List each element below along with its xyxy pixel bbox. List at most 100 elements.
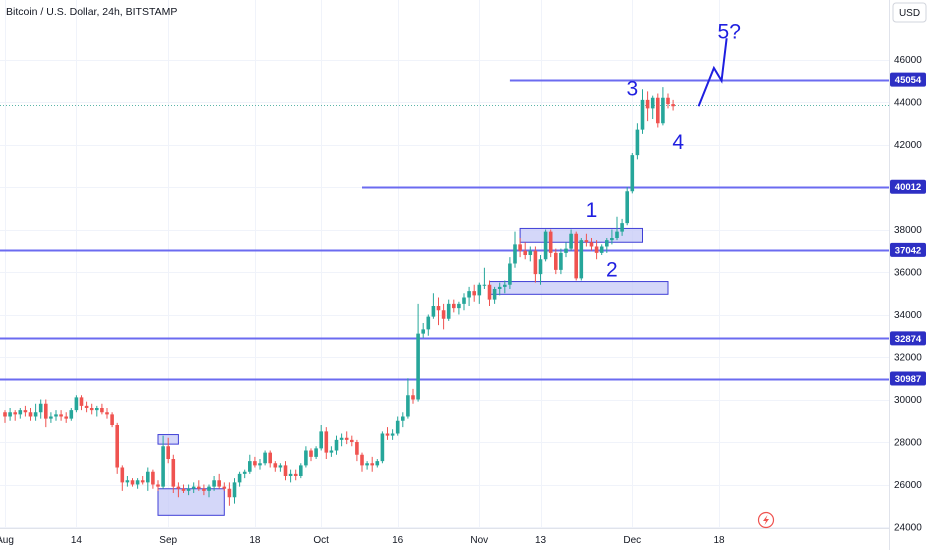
candle	[487, 280, 492, 306]
wave-label: 4	[672, 131, 684, 154]
candle	[380, 431, 385, 464]
candle	[324, 427, 329, 459]
candle	[446, 299, 451, 321]
candle	[656, 93, 660, 128]
candle-body	[125, 480, 130, 483]
time-tick-label: Oct	[313, 535, 329, 546]
candle-body	[589, 242, 594, 247]
candle-body	[441, 310, 446, 319]
time-tick-label: 16	[392, 535, 404, 546]
lightning-icon[interactable]	[757, 511, 775, 529]
candle-body	[656, 97, 660, 124]
price-tag-bg	[890, 242, 926, 257]
candle-body	[630, 155, 635, 192]
candle-body	[64, 416, 68, 419]
candle	[584, 233, 589, 247]
candle	[650, 95, 655, 119]
candle-body	[100, 408, 104, 413]
candle	[390, 429, 395, 440]
candle	[33, 403, 38, 421]
price-tick-label: 38000	[894, 225, 922, 236]
candle-body	[594, 246, 599, 253]
candle	[278, 463, 283, 472]
candle	[49, 412, 53, 423]
candle	[38, 399, 43, 419]
candle-body	[89, 408, 94, 411]
candle-body	[482, 284, 487, 286]
candle	[645, 91, 650, 122]
price-tag: 32874	[890, 331, 926, 346]
candle-body	[181, 488, 186, 491]
candle	[630, 153, 635, 194]
candle-body	[380, 433, 385, 462]
candle	[156, 480, 160, 491]
candle-body	[54, 414, 58, 417]
price-tick-label: 36000	[894, 268, 922, 279]
time-tick-label: Dec	[623, 535, 641, 546]
candle	[462, 293, 466, 311]
candle-body	[339, 437, 344, 440]
price-tick-label: 32000	[894, 353, 922, 364]
time-tick-label: 18	[249, 535, 261, 546]
candle-body	[288, 473, 293, 476]
candle-body	[360, 454, 364, 466]
price-tick-label: 46000	[894, 55, 922, 66]
candle	[309, 448, 313, 462]
price-tag-bg	[890, 331, 926, 346]
candle-body	[523, 250, 527, 255]
candle-body	[69, 410, 74, 419]
candle-body	[202, 488, 206, 491]
candle-body	[283, 465, 288, 476]
candle	[23, 405, 28, 417]
price-tick-label: 24000	[894, 523, 922, 534]
candle-body	[3, 412, 7, 417]
candle	[293, 469, 298, 481]
wave-label: 1	[586, 199, 598, 222]
candle	[115, 422, 119, 474]
time-axis[interactable]: Aug 14 Sep 18 Oct 16 Nov 13 Dec 18	[0, 535, 725, 546]
candle-body	[191, 486, 196, 489]
candle-body	[334, 439, 339, 451]
price-tag-label: 32874	[895, 334, 922, 345]
candle-body	[74, 397, 79, 411]
candle-body	[110, 414, 114, 425]
candle	[615, 216, 619, 241]
candle-body	[248, 461, 252, 472]
candle-body	[33, 412, 38, 417]
candle-body	[186, 488, 191, 491]
candle-body	[314, 448, 318, 457]
candle-body	[237, 473, 242, 483]
candle	[105, 408, 109, 419]
candle	[181, 484, 186, 493]
candle-body	[253, 461, 257, 466]
candle-body	[625, 191, 629, 224]
currency-button[interactable]: USD	[892, 2, 927, 23]
zone-box	[489, 281, 669, 295]
candle-body	[329, 450, 334, 453]
candle-body	[38, 403, 43, 413]
candle-body	[309, 450, 313, 457]
candle	[59, 410, 63, 421]
candle	[350, 435, 354, 447]
price-tag-bg	[890, 179, 926, 194]
candle-body	[161, 446, 165, 487]
candle-body	[650, 97, 655, 109]
price-tick-label: 28000	[894, 438, 922, 449]
candle-body	[436, 306, 441, 311]
candle	[513, 231, 517, 268]
candle	[554, 248, 558, 275]
candle	[365, 461, 369, 470]
candle-body	[146, 471, 150, 483]
wave-label: 5?	[718, 20, 741, 43]
candle	[661, 87, 665, 126]
price-tag: 40012	[890, 179, 926, 194]
candle-body	[319, 431, 323, 449]
candle-body	[350, 439, 354, 442]
price-tag-bg	[890, 371, 926, 386]
candle-body	[574, 233, 578, 279]
candle	[18, 408, 23, 419]
candle-body	[355, 442, 359, 455]
time-tick-label: 14	[71, 535, 83, 546]
